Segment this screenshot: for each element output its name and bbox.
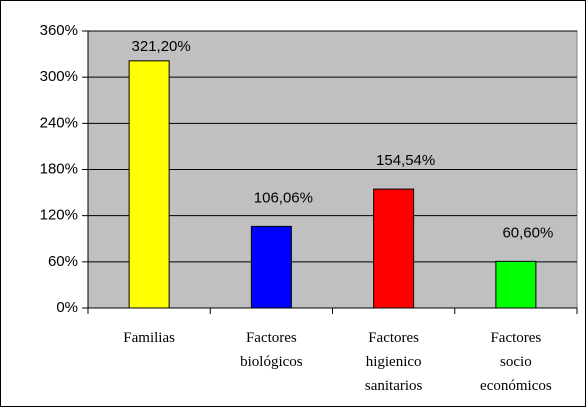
y-tick-label: 60% xyxy=(48,253,78,270)
bar xyxy=(373,188,415,309)
y-tick-label: 180% xyxy=(40,160,78,177)
x-tick-label: Factores biológicos xyxy=(240,330,303,370)
bar xyxy=(495,260,537,309)
y-tick-label: 0% xyxy=(56,299,78,316)
value-label: 60,60% xyxy=(502,224,553,241)
y-tick-label: 300% xyxy=(40,68,78,85)
x-tick-label: Factores higienico sanitarios xyxy=(364,330,423,394)
value-label: 321,20% xyxy=(132,38,191,55)
x-tick-label: Factores socio económicos xyxy=(480,330,552,394)
bar xyxy=(250,225,292,309)
value-label: 154,54% xyxy=(376,152,435,169)
y-tick-label: 240% xyxy=(40,114,78,131)
y-tick-label: 360% xyxy=(40,22,78,39)
bar xyxy=(128,60,170,309)
x-tick-label: Familias xyxy=(123,330,175,346)
value-label: 106,06% xyxy=(254,189,313,206)
y-tick-label: 120% xyxy=(40,207,78,224)
